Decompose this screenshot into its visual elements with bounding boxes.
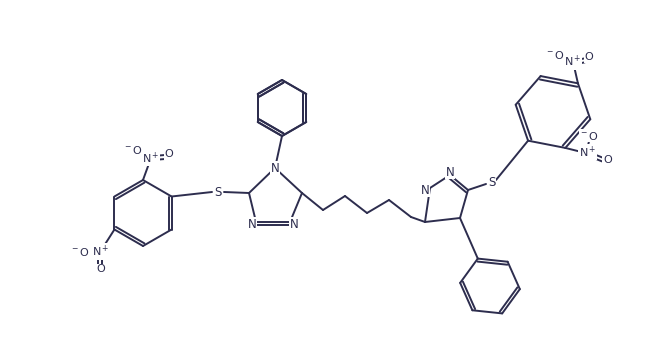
Text: N: N	[248, 218, 256, 230]
Text: N: N	[271, 162, 279, 174]
Text: $^-$O: $^-$O	[579, 130, 599, 142]
Text: O: O	[585, 52, 593, 62]
Text: N$^+$: N$^+$	[564, 54, 581, 69]
Text: O: O	[603, 155, 612, 165]
Text: N: N	[420, 183, 430, 197]
Text: N: N	[445, 165, 455, 179]
Text: $^-$O: $^-$O	[70, 246, 91, 257]
Text: S: S	[488, 175, 495, 189]
Text: N$^+$: N$^+$	[91, 244, 109, 259]
Text: $^-$O: $^-$O	[123, 144, 143, 156]
Text: N$^+$: N$^+$	[579, 144, 596, 160]
Text: O: O	[165, 149, 173, 159]
Text: $^-$O: $^-$O	[545, 49, 565, 61]
Text: S: S	[214, 185, 221, 199]
Text: N: N	[290, 218, 298, 230]
Text: N$^+$: N$^+$	[142, 151, 160, 166]
Text: O: O	[96, 264, 105, 274]
